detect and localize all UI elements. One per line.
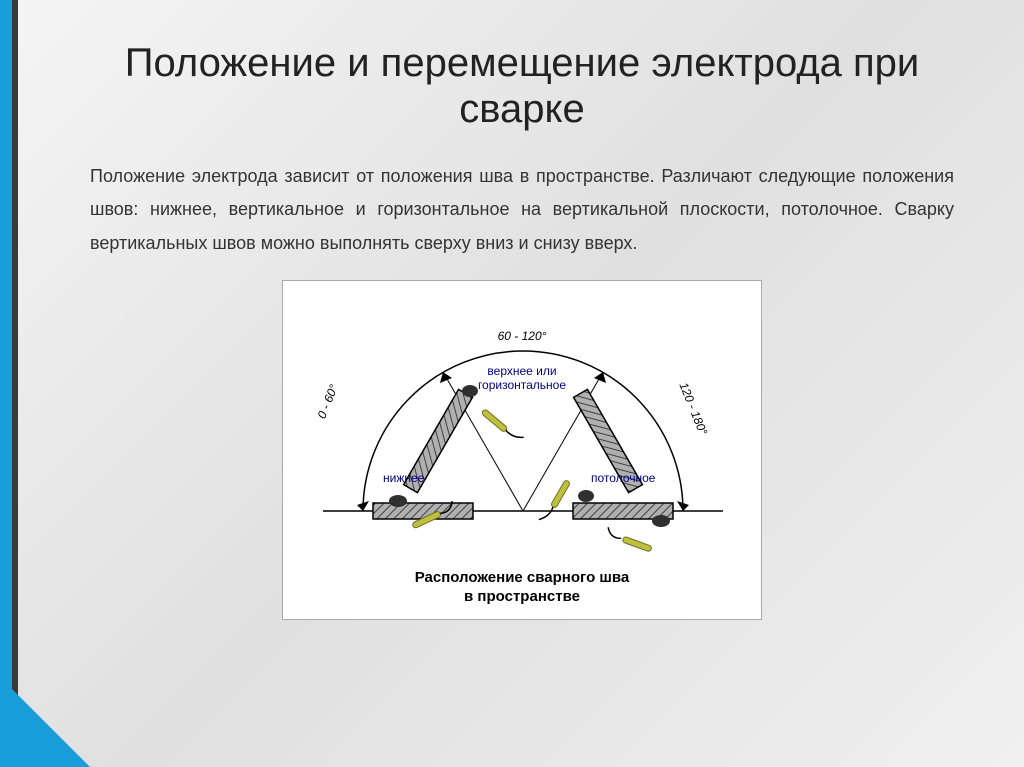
diagram-wrapper: 60 - 120° 0 - 60° 120 - 180° верхнее или… <box>90 280 954 620</box>
label-left: нижнее <box>383 471 424 485</box>
diagram: 60 - 120° 0 - 60° 120 - 180° верхнее или… <box>282 280 762 620</box>
label-top: верхнее или горизонтальное <box>283 365 761 393</box>
caption-line1: Расположение сварного шва <box>415 569 630 586</box>
label-right: потолочное <box>591 471 655 485</box>
slide-title: Положение и перемещение электрода при св… <box>90 40 954 132</box>
accent-dark-bar <box>12 0 18 767</box>
diagram-caption: Расположение сварного шва в пространстве <box>283 568 761 607</box>
corner-triangle <box>0 677 90 767</box>
accent-bar <box>0 0 12 767</box>
caption-line2: в пространстве <box>464 588 580 605</box>
label-top-line2: горизонтальное <box>478 378 566 392</box>
slide-paragraph: Положение электрода зависит от положения… <box>90 160 954 260</box>
label-top-line1: верхнее или <box>487 364 556 378</box>
slide-content: Положение и перемещение электрода при св… <box>0 0 1024 660</box>
arc-label-top: 60 - 120° <box>283 329 761 343</box>
